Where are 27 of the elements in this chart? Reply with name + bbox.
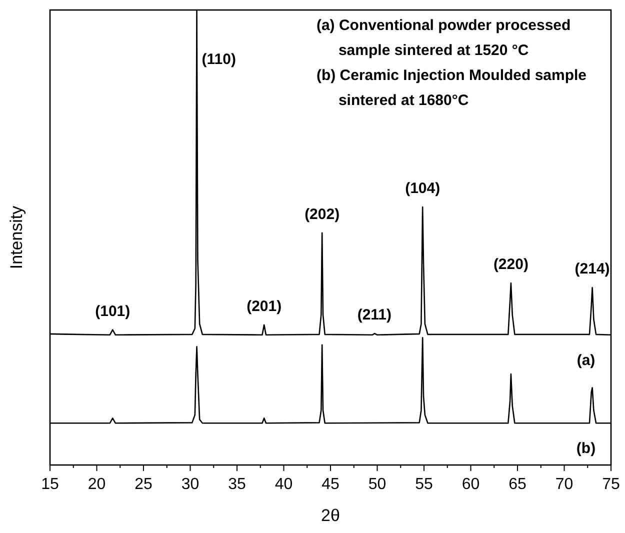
x-tick-label: 20 — [88, 476, 106, 493]
x-tick-label: 50 — [368, 476, 386, 493]
x-tick-label: 55 — [415, 476, 433, 493]
x-tick-label: 60 — [462, 476, 480, 493]
annotation: (110) — [202, 51, 236, 68]
x-axis-title: 2θ — [321, 506, 340, 525]
x-tick-label: 75 — [602, 476, 620, 493]
annotation: (211) — [357, 306, 392, 324]
x-tick-label: 25 — [134, 476, 152, 493]
y-axis-title: Intensity — [7, 205, 26, 270]
x-tick-label: 45 — [322, 476, 340, 493]
x-tick-label: 30 — [181, 476, 200, 493]
annotation: (201) — [246, 298, 282, 315]
x-tick-label: 35 — [228, 476, 246, 493]
annotation: (a) Conventional powder processed sample sintered at 1520 °C — [316, 17, 571, 59]
annotation: (220) — [493, 256, 528, 273]
annotation: (b) Ceramic Injection Moulded sample sintered at 1680°C — [316, 67, 587, 109]
series-label: (a) — [576, 352, 596, 369]
x-tick-label: 40 — [274, 476, 293, 493]
annotation: (214) — [574, 260, 610, 278]
x-tick-label: 15 — [41, 476, 59, 493]
annotation: (202) — [304, 206, 340, 223]
x-tick-label: 70 — [555, 476, 574, 493]
annotation: (104) — [405, 180, 440, 198]
annotation: (101) — [95, 302, 130, 320]
x-tick-label: 65 — [508, 476, 526, 493]
series-label: (b) — [576, 440, 596, 458]
